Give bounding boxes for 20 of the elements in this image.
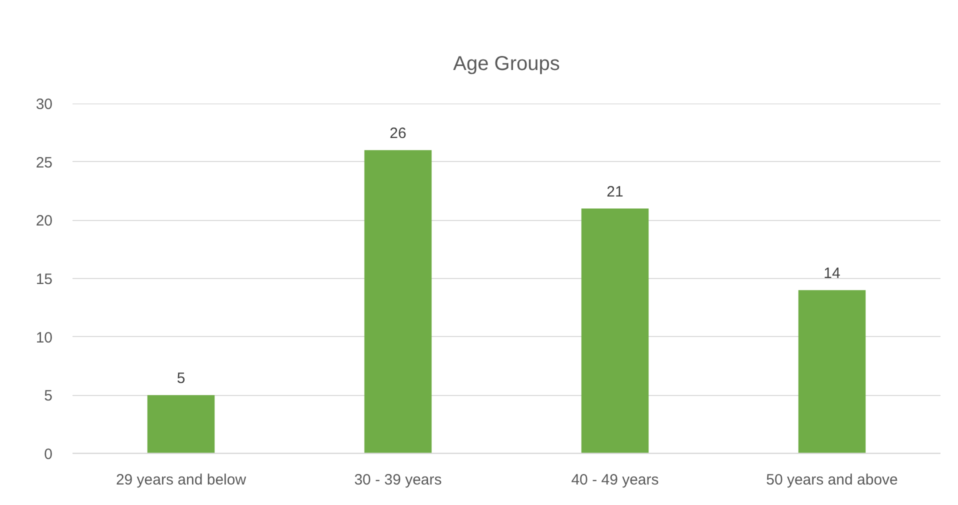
x-tick-label: 30 - 39 years bbox=[354, 472, 442, 488]
y-tick-label: 0 bbox=[44, 446, 52, 463]
data-label: 5 bbox=[176, 370, 186, 388]
y-tick-label: 25 bbox=[36, 154, 53, 172]
bar bbox=[581, 208, 649, 454]
x-tick-label: 29 years and below bbox=[116, 472, 246, 488]
bar bbox=[798, 290, 866, 454]
x-tick-label: 50 years and above bbox=[766, 472, 898, 488]
data-label: 26 bbox=[390, 125, 406, 142]
x-tick-label: 40 - 49 years bbox=[571, 472, 659, 488]
bar bbox=[147, 395, 215, 454]
data-label: 21 bbox=[606, 184, 624, 200]
y-tick-label: 15 bbox=[36, 271, 53, 288]
y-tick-label: 10 bbox=[36, 329, 53, 346]
chart-title: Age Groups bbox=[453, 53, 560, 75]
y-tick-label: 20 bbox=[36, 212, 53, 230]
data-label: 14 bbox=[824, 265, 840, 282]
y-tick-label: 5 bbox=[44, 388, 52, 405]
bar bbox=[364, 150, 432, 454]
y-tick-label: 30 bbox=[36, 96, 53, 113]
